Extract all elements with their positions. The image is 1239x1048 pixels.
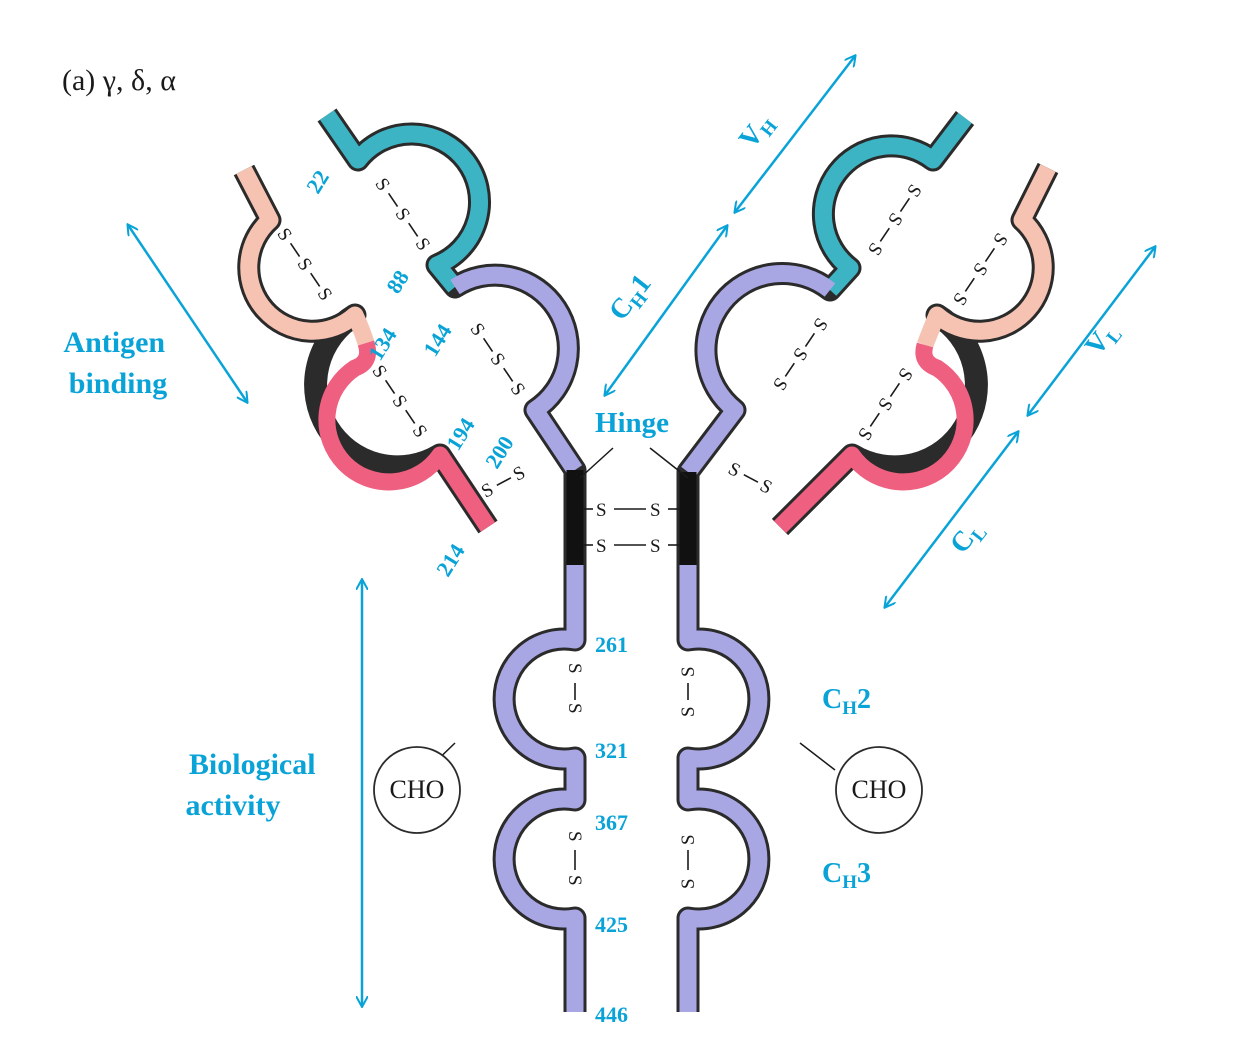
disulfide-right-interchain: S S [725, 458, 776, 498]
vh-label: VH [733, 107, 782, 156]
dimension-arrows [128, 56, 1155, 1006]
svg-text:S: S [506, 379, 529, 400]
svg-text:S: S [968, 259, 991, 280]
svg-text:S: S [808, 314, 831, 335]
fc-disulfide-left-ch2: S S [564, 663, 585, 714]
svg-text:S: S [948, 289, 971, 310]
svg-text:S: S [768, 374, 791, 395]
cho-circle-right [835, 746, 923, 834]
svg-text:S: S [371, 174, 394, 195]
cho-label-right: CHO [852, 775, 907, 804]
vh-arrow [735, 56, 855, 212]
biological-activity-label: Biological activity [186, 748, 324, 822]
svg-text:S: S [863, 239, 886, 260]
svg-text:S: S [510, 462, 529, 486]
residue-321: 321 [595, 738, 628, 763]
left-vl-segment [236, 166, 375, 346]
hinge-disulfide-2: S S [583, 536, 680, 557]
fc-disulfide-left-ch3: S S [564, 831, 585, 886]
disulfide-left-vh: S S S [371, 174, 435, 254]
svg-text:S: S [853, 424, 876, 445]
cho-label-left: CHO [390, 775, 445, 804]
fc-disulfide-right-ch2: S S [678, 666, 699, 717]
left-light-chain [233, 164, 498, 534]
svg-text:S: S [408, 421, 431, 442]
disulfide-left-ch1: S S S [466, 319, 530, 399]
svg-text:S: S [486, 349, 509, 370]
right-heavy-chain [676, 111, 975, 1012]
svg-text:S: S [678, 666, 699, 677]
residue-88: 88 [381, 266, 414, 298]
disulfide-left-cl: S S S [368, 361, 432, 441]
left-ch-segment [450, 266, 583, 475]
svg-text:S: S [725, 458, 744, 482]
svg-text:S: S [988, 229, 1011, 250]
cho-circle-left [373, 746, 461, 834]
right-vh-segment [814, 112, 972, 296]
svg-text:S: S [564, 703, 585, 714]
left-vh-segment [320, 110, 489, 293]
svg-text:S: S [388, 391, 411, 412]
residue-425: 425 [595, 912, 628, 937]
ch1-arrow [605, 226, 727, 395]
left-fc-segment [495, 565, 584, 1012]
residue-261: 261 [595, 632, 628, 657]
right-vl-segment [917, 164, 1056, 349]
ch2-label: CH2 [822, 684, 871, 719]
right-cl-segment [773, 342, 974, 534]
residue-367: 367 [595, 810, 628, 835]
svg-text:S: S [650, 536, 661, 557]
ch3-label: CH3 [822, 858, 871, 893]
svg-text:S: S [411, 234, 434, 255]
svg-text:S: S [678, 834, 699, 845]
svg-text:S: S [903, 181, 926, 202]
vl-label: VL [1079, 316, 1127, 363]
svg-text:S: S [391, 204, 414, 225]
svg-text:S: S [596, 536, 607, 557]
disulfide-right-vl: S S S [948, 229, 1012, 309]
right-ch-segment [681, 264, 836, 478]
carbohydrate-left: CHO [373, 742, 461, 834]
svg-text:S: S [788, 344, 811, 365]
svg-text:S: S [893, 364, 916, 385]
hinge-pointers [579, 447, 689, 479]
antigen-binding-arrow [128, 225, 247, 402]
residue-144: 144 [418, 319, 457, 360]
carbohydrate-right: CHO [799, 742, 923, 834]
disulfide-right-cl: S S S [853, 364, 917, 444]
residue-22: 22 [301, 166, 334, 198]
panel-label: (a) γ, δ, α [62, 64, 176, 97]
antigen-binding-label: Antigen binding [63, 326, 172, 400]
right-fc-segment [679, 565, 768, 1012]
svg-text:S: S [873, 394, 896, 415]
residue-214: 214 [431, 539, 470, 580]
svg-text:S: S [564, 875, 585, 886]
left-cl-segment [318, 340, 496, 532]
hinge-disulfide-1: S S [583, 500, 680, 521]
svg-text:S: S [293, 254, 316, 275]
residue-446: 446 [595, 1002, 628, 1027]
vl-arrow [1028, 247, 1155, 415]
right-light-chain [771, 162, 1059, 536]
svg-text:S: S [564, 663, 585, 674]
svg-text:S: S [883, 209, 906, 230]
disulfide-left-vl: S S S [273, 224, 337, 304]
svg-text:S: S [564, 831, 585, 842]
fc-disulfide-right-ch3: S S [678, 834, 699, 889]
ch1-label: CH1 [603, 269, 661, 329]
svg-text:S: S [466, 319, 489, 340]
svg-text:S: S [756, 475, 775, 499]
disulfide-right-ch1: S S S [768, 314, 832, 394]
hinge-label: Hinge [595, 407, 669, 439]
svg-text:S: S [596, 500, 607, 521]
svg-text:S: S [650, 500, 661, 521]
left-heavy-chain [317, 108, 587, 1012]
cl-arrow [885, 432, 1018, 607]
svg-text:S: S [313, 284, 336, 305]
disulfide-right-vh: S S S [863, 181, 927, 260]
svg-text:S: S [678, 878, 699, 889]
svg-text:S: S [678, 706, 699, 717]
